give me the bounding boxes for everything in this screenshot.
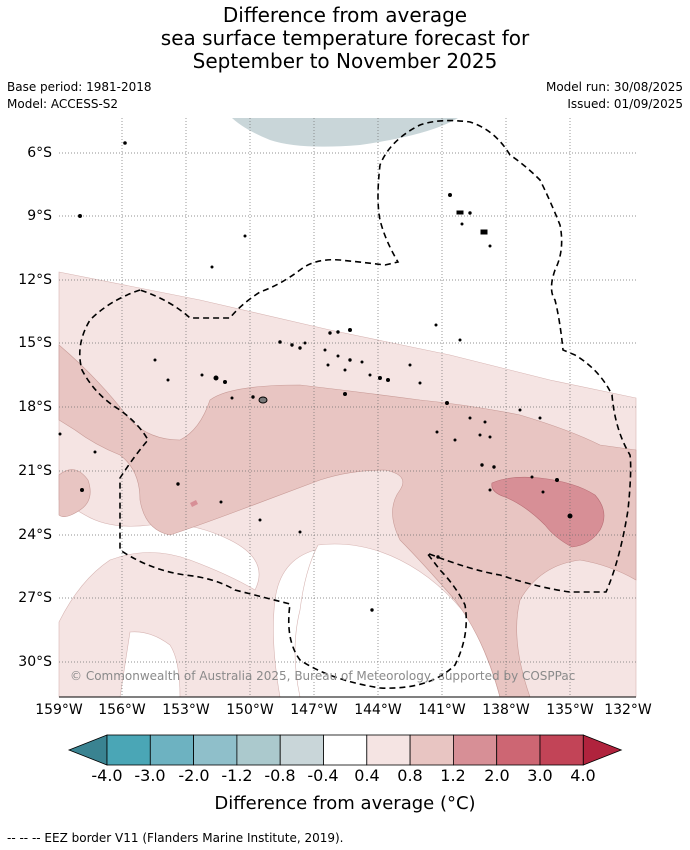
colorbar-tick-label: 1.2	[440, 766, 466, 785]
colorbar-tick-label: 3.0	[527, 766, 553, 785]
base-period: Base period: 1981-2018	[7, 80, 152, 94]
anomaly-blob-west	[58, 469, 91, 517]
lon-label-153w: 153°W	[162, 702, 210, 718]
title-line-3: September to November 2025	[192, 49, 498, 73]
colorbar-swatch	[496, 734, 541, 766]
colorbar-tick-label: -0.8	[264, 766, 296, 785]
title-line-1: Difference from average	[222, 3, 468, 27]
colorbar-swatch	[409, 734, 454, 766]
lat-label-30s: 30°S	[18, 654, 52, 670]
colorbar-arrow-low	[67, 734, 108, 766]
eez-legend-note: -- -- -- EEZ border V11 (Flanders Marine…	[7, 831, 344, 845]
eez-border	[79, 119, 632, 689]
model-run-date: Model run: 30/08/2025	[545, 80, 683, 94]
cool-anomaly-patch	[232, 118, 458, 147]
lon-label-144w: 144°W	[354, 702, 402, 718]
lon-label-141w: 141°W	[418, 702, 466, 718]
colorbar-tick-label: -1.2	[221, 766, 253, 785]
lon-label-138w: 138°W	[482, 702, 530, 718]
colorbar-title: Difference from average (°C)	[214, 793, 476, 814]
colorbar-tick-label: 0.4	[354, 766, 380, 785]
title-line-2: sea surface temperature forecast for	[160, 26, 530, 50]
colorbar-swatch	[106, 734, 151, 766]
lon-label-135w: 135°W	[546, 702, 594, 718]
lat-label-21s: 21°S	[18, 463, 52, 479]
colorbar-swatch	[236, 734, 281, 766]
colorbar-tick-label: -2.0	[178, 766, 210, 785]
anomaly-shading	[58, 118, 637, 698]
lat-label-9s: 9°S	[27, 208, 52, 224]
lon-label-156w: 156°W	[98, 702, 146, 718]
colorbar-tick-label: 2.0	[484, 766, 510, 785]
islands	[58, 141, 573, 612]
colorbar	[67, 734, 623, 766]
lat-label-27s: 27°S	[18, 590, 52, 606]
colorbar-tick-label: 0.8	[397, 766, 423, 785]
lon-label-147w: 147°W	[290, 702, 338, 718]
colorbar-swatch	[279, 734, 324, 766]
lon-label-159w: 159°W	[35, 702, 83, 718]
anomaly-speck	[190, 500, 198, 507]
lat-label-6s: 6°S	[27, 145, 52, 161]
lat-label-15s: 15°S	[18, 335, 52, 351]
colorbar-tick-label: 4.0	[570, 766, 596, 785]
colorbar-tick-label: -4.0	[91, 766, 123, 785]
anomaly-band-1.2	[491, 476, 605, 548]
colorbar-swatch	[193, 734, 238, 766]
lon-label-132w: 132°W	[604, 702, 652, 718]
colorbar-swatch	[452, 734, 498, 766]
colorbar-swatch	[149, 734, 195, 766]
colorbar-swatch	[323, 734, 368, 766]
gridlines	[59, 118, 636, 697]
colorbar-tick-label: -3.0	[134, 766, 166, 785]
model-name: Model: ACCESS-S2	[7, 97, 119, 111]
lat-label-12s: 12°S	[18, 272, 52, 288]
anomaly-band-0.8	[58, 344, 637, 698]
lat-label-18s: 18°S	[18, 399, 52, 415]
issued-date: Issued: 01/09/2025	[567, 97, 683, 111]
lon-label-150w: 150°W	[226, 702, 274, 718]
copyright-notice: © Commonwealth of Australia 2025, Bureau…	[70, 669, 576, 683]
lat-label-24s: 24°S	[18, 527, 52, 543]
colorbar-arrow-high	[582, 734, 623, 766]
colorbar-swatch	[366, 734, 411, 766]
colorbar-tick-label: -0.4	[307, 766, 339, 785]
colorbar-swatch	[539, 734, 584, 766]
